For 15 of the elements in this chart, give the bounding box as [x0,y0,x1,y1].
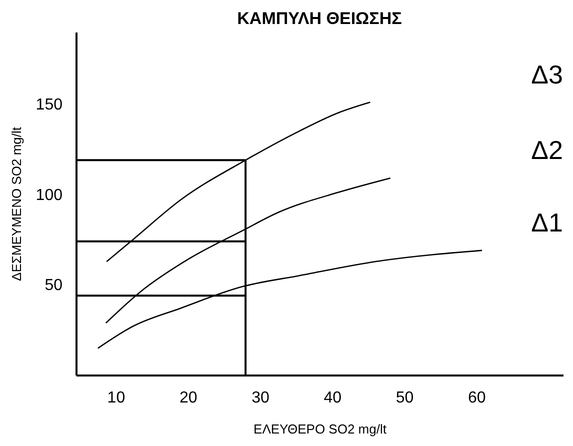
y-tick-label: 150 [36,96,63,114]
chart-title: ΚΑΜΠΥΛΗ ΘΕΙΩΣΗΣ [237,9,402,28]
text: Δ2 [531,135,563,166]
x-tick-label: 30 [252,390,270,406]
series-label: Δ1 [531,207,563,238]
text: Δ3 [531,59,563,90]
x-axis-title: ΕΛΕΥΘΕΡΟ SO2 mg/lt [254,422,387,436]
x-tick-label: 10 [107,390,126,406]
x-tick-label: 60 [468,390,486,406]
y-tick-label: 50 [44,277,63,294]
x-tick-label: 20 [179,390,198,406]
x-tick-label: 40 [324,390,342,406]
y-tick-label: 100 [36,186,63,204]
x-tick-label: 50 [396,390,414,406]
y-axis-title: ΔΕΣΜΕΥΜΕΝΟ SO2 mg/lt [8,126,24,281]
